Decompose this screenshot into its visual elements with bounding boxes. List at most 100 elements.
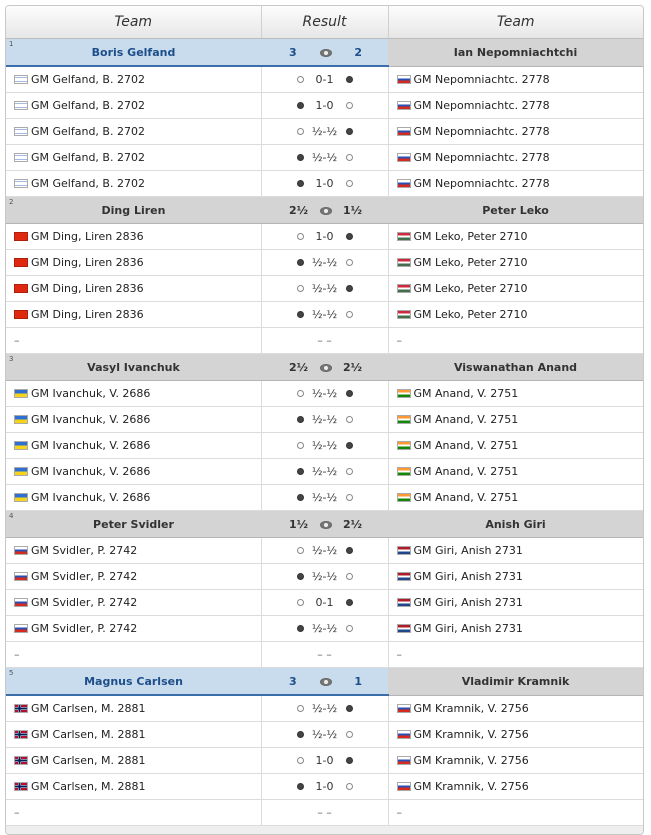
game-result[interactable]: ½-½ [311, 439, 338, 452]
game-row[interactable]: GM Carlsen, M. 2881 ½-½ GM Kramnik, V. 275… [6, 695, 643, 722]
game-result[interactable]: ½-½ [311, 491, 338, 504]
team-right-name[interactable]: Peter Leko [482, 203, 549, 217]
team-left-name[interactable]: Vasyl Ivanchuk [87, 360, 180, 374]
game-row[interactable]: GM Gelfand, B. 2702 ½-½ GM Nepomniachtc. 2… [6, 144, 643, 171]
player-right-name[interactable]: GM Anand, V. 2751 [413, 387, 519, 400]
game-row[interactable]: GM Svidler, P. 2742 ½-½ GM Giri, Anish 273… [6, 537, 643, 564]
player-right-name[interactable]: GM Giri, Anish 2731 [413, 570, 523, 583]
game-result[interactable]: ½-½ [311, 256, 338, 269]
player-right-name[interactable]: GM Nepomniachtc. 2778 [413, 151, 550, 164]
player-left-name[interactable]: GM Ivanchuk, V. 2686 [31, 413, 151, 426]
team-left-name[interactable]: Boris Gelfand [91, 45, 176, 59]
game-result[interactable]: 0-1 [315, 596, 334, 609]
team-left-name[interactable]: Ding Liren [101, 203, 166, 217]
game-row[interactable]: GM Svidler, P. 2742 0-1 GM Giri, Anish 273… [6, 589, 643, 616]
player-left-name[interactable]: GM Carlsen, M. 2881 [31, 728, 146, 741]
player-right-name[interactable]: GM Anand, V. 2751 [413, 465, 519, 478]
player-right-name[interactable]: GM Kramnik, V. 2756 [413, 728, 529, 741]
player-right-name[interactable]: GM Nepomniachtc. 2778 [413, 72, 550, 86]
game-result[interactable]: ½-½ [311, 702, 338, 715]
player-left-name[interactable]: GM Gelfand, B. 2702 [31, 177, 145, 190]
game-result[interactable]: ½-½ [311, 544, 338, 557]
eye-icon[interactable] [319, 678, 332, 686]
game-result[interactable]: ½-½ [311, 282, 338, 295]
player-right-name[interactable]: GM Giri, Anish 2731 [413, 622, 523, 635]
match-row[interactable]: 2 Ding Liren 2½ 1½ Peter Leko [6, 196, 643, 224]
eye-icon[interactable] [319, 49, 332, 57]
game-row[interactable]: GM Carlsen, M. 2881 1-0 GM Kramnik, V. 275… [6, 773, 643, 800]
game-row[interactable]: GM Svidler, P. 2742 ½-½ GM Giri, Anish 273… [6, 563, 643, 590]
team-right-name[interactable]: Anish Giri [485, 517, 546, 531]
game-row[interactable]: GM Ivanchuk, V. 2686 ½-½ GM Anand, V. 2751 [6, 458, 643, 485]
game-row[interactable]: GM Ding, Liren 2836 1-0 GM Leko, Peter 271… [6, 223, 643, 250]
game-result[interactable]: 0-1 [315, 73, 334, 86]
player-left-name[interactable]: GM Gelfand, B. 2702 [31, 151, 145, 164]
team-right-name[interactable]: Ian Nepomniachtchi [453, 45, 578, 59]
game-row[interactable]: GM Gelfand, B. 2702 0-1 GM Nepomniachtc. 2… [6, 66, 643, 93]
match-row[interactable]: 5 Magnus Carlsen 3 1 Vladimir Kramnik [6, 667, 643, 696]
game-result[interactable]: ½-½ [311, 622, 338, 635]
game-row[interactable]: GM Svidler, P. 2742 ½-½ GM Giri, Anish 273… [6, 615, 643, 642]
game-row[interactable]: GM Ivanchuk, V. 2686 ½-½ GM Anand, V. 2751 [6, 484, 643, 511]
game-row[interactable]: GM Carlsen, M. 2881 ½-½ GM Kramnik, V. 275… [6, 721, 643, 748]
game-result[interactable]: ½-½ [311, 570, 338, 583]
player-right-name[interactable]: GM Giri, Anish 2731 [413, 544, 523, 557]
game-row[interactable]: GM Ivanchuk, V. 2686 ½-½ GM Anand, V. 2751 [6, 432, 643, 459]
match-row[interactable]: 4 Peter Svidler 1½ 2½ Anish Giri [6, 510, 643, 538]
game-row[interactable]: GM Carlsen, M. 2881 1-0 GM Kramnik, V. 275… [6, 747, 643, 774]
player-right-name[interactable]: GM Nepomniachtc. 2778 [413, 99, 550, 112]
game-result[interactable]: ½-½ [311, 465, 338, 478]
player-left-name[interactable]: GM Carlsen, M. 2881 [31, 780, 146, 793]
game-row[interactable]: GM Gelfand, B. 2702 ½-½ GM Nepomniachtc. 2… [6, 118, 643, 145]
player-right-name[interactable]: GM Leko, Peter 2710 [413, 308, 528, 321]
player-left-name[interactable]: GM Svidler, P. 2742 [31, 622, 138, 635]
game-row[interactable]: GM Gelfand, B. 2702 1-0 GM Nepomniachtc. 2… [6, 92, 643, 119]
team-left-name[interactable]: Peter Svidler [93, 517, 174, 531]
match-row[interactable]: 3 Vasyl Ivanchuk 2½ 2½ Viswanathan Anand [6, 353, 643, 381]
player-left-name[interactable]: GM Svidler, P. 2742 [31, 544, 138, 557]
team-left-name[interactable]: Magnus Carlsen [84, 674, 183, 688]
eye-icon[interactable] [319, 207, 332, 215]
game-result[interactable]: ½-½ [311, 413, 338, 426]
game-row[interactable]: GM Ding, Liren 2836 ½-½ GM Leko, Peter 271… [6, 275, 643, 302]
player-left-name[interactable]: GM Ding, Liren 2836 [31, 256, 144, 269]
player-right-name[interactable]: GM Leko, Peter 2710 [413, 230, 528, 243]
player-left-name[interactable]: GM Ivanchuk, V. 2686 [31, 491, 151, 504]
player-left-name[interactable]: GM Ding, Liren 2836 [31, 230, 144, 243]
player-right-name[interactable]: GM Kramnik, V. 2756 [413, 780, 529, 793]
player-left-name[interactable]: GM Carlsen, M. 2881 [31, 754, 146, 767]
player-left-name[interactable]: GM Svidler, P. 2742 [31, 570, 138, 583]
game-result[interactable]: ½-½ [311, 308, 338, 321]
team-right-name[interactable]: Vladimir Kramnik [461, 674, 570, 688]
player-right-name[interactable]: GM Anand, V. 2751 [413, 439, 519, 452]
player-left-name[interactable]: GM Ivanchuk, V. 2686 [31, 439, 151, 452]
game-result[interactable]: ½-½ [311, 151, 338, 164]
player-right-name[interactable]: GM Leko, Peter 2710 [413, 256, 528, 269]
match-row[interactable]: 1 Boris Gelfand 3 2 Ian Nepomniachtchi [6, 38, 643, 67]
game-result[interactable]: ½-½ [311, 125, 338, 138]
player-left-name[interactable]: GM Ding, Liren 2836 [31, 282, 144, 295]
player-right-name[interactable]: GM Anand, V. 2751 [413, 491, 519, 504]
player-right-name[interactable]: GM Kramnik, V. 2756 [413, 754, 529, 767]
game-result[interactable]: 1-0 [315, 99, 334, 112]
player-left-name[interactable]: GM Carlsen, M. 2881 [31, 702, 146, 715]
game-result[interactable]: ½-½ [311, 728, 338, 741]
player-right-name[interactable]: GM Nepomniachtc. 2778 [413, 125, 550, 138]
player-left-name[interactable]: GM Ivanchuk, V. 2686 [31, 387, 151, 400]
player-right-name[interactable]: GM Anand, V. 2751 [413, 413, 519, 426]
player-left-name[interactable]: GM Gelfand, B. 2702 [31, 73, 145, 86]
game-result[interactable]: 1-0 [315, 177, 334, 190]
team-right-name[interactable]: Viswanathan Anand [453, 360, 578, 374]
eye-icon[interactable] [319, 364, 332, 372]
player-left-name[interactable]: GM Ding, Liren 2836 [31, 308, 144, 321]
game-row[interactable]: GM Ding, Liren 2836 ½-½ GM Leko, Peter 271… [6, 249, 643, 276]
game-row[interactable]: GM Ivanchuk, V. 2686 ½-½ GM Anand, V. 2751 [6, 380, 643, 407]
game-result[interactable]: 1-0 [315, 780, 334, 793]
game-result[interactable]: ½-½ [311, 387, 338, 400]
game-result[interactable]: 1-0 [315, 754, 334, 767]
player-right-name[interactable]: GM Kramnik, V. 2756 [413, 701, 529, 715]
game-row[interactable]: GM Ding, Liren 2836 ½-½ GM Leko, Peter 271… [6, 301, 643, 328]
eye-icon[interactable] [319, 521, 332, 529]
player-left-name[interactable]: GM Svidler, P. 2742 [31, 596, 138, 609]
player-left-name[interactable]: GM Gelfand, B. 2702 [31, 125, 145, 138]
